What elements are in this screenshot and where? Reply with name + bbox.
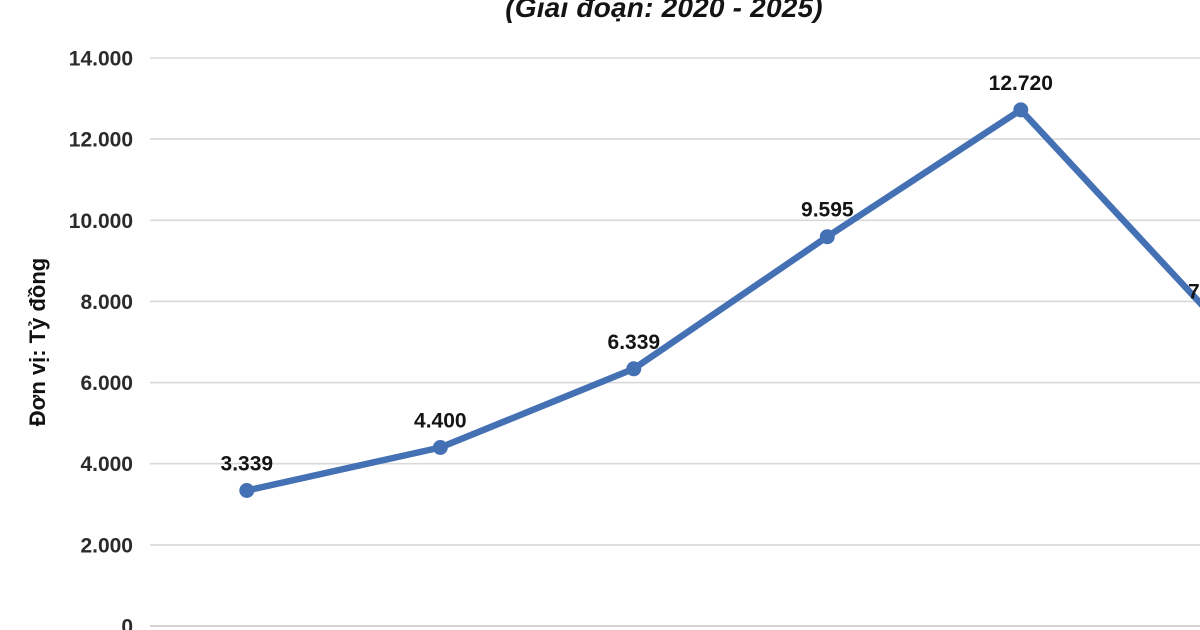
data-point-label: 9.595: [801, 199, 854, 222]
data-point-label: 4.400: [414, 410, 467, 433]
data-point-marker: [626, 361, 642, 377]
y-tick-label: 10.000: [69, 210, 133, 233]
y-tick-label: 2.000: [80, 534, 133, 557]
y-tick-label: 0: [121, 616, 133, 630]
y-tick-label: 6.000: [80, 372, 133, 395]
y-tick-label: 4.000: [80, 453, 133, 476]
data-point-label: 6.339: [608, 331, 661, 354]
y-tick-label: 8.000: [80, 291, 133, 314]
data-point-marker: [1013, 102, 1029, 118]
data-point-marker: [432, 440, 448, 455]
chart-title: (Giai đoạn: 2020 - 2025): [505, 0, 823, 23]
series-line: [243, 106, 1200, 494]
data-point-marker: [819, 229, 835, 245]
data-point-label: 7.585: [1188, 280, 1200, 303]
y-tick-label: 12.000: [69, 129, 133, 152]
y-tick-label: 14.000: [69, 48, 133, 71]
data-point-label: 3.339: [221, 453, 274, 476]
data-point-label: 12.720: [989, 72, 1053, 95]
data-point-marker: [239, 483, 255, 498]
